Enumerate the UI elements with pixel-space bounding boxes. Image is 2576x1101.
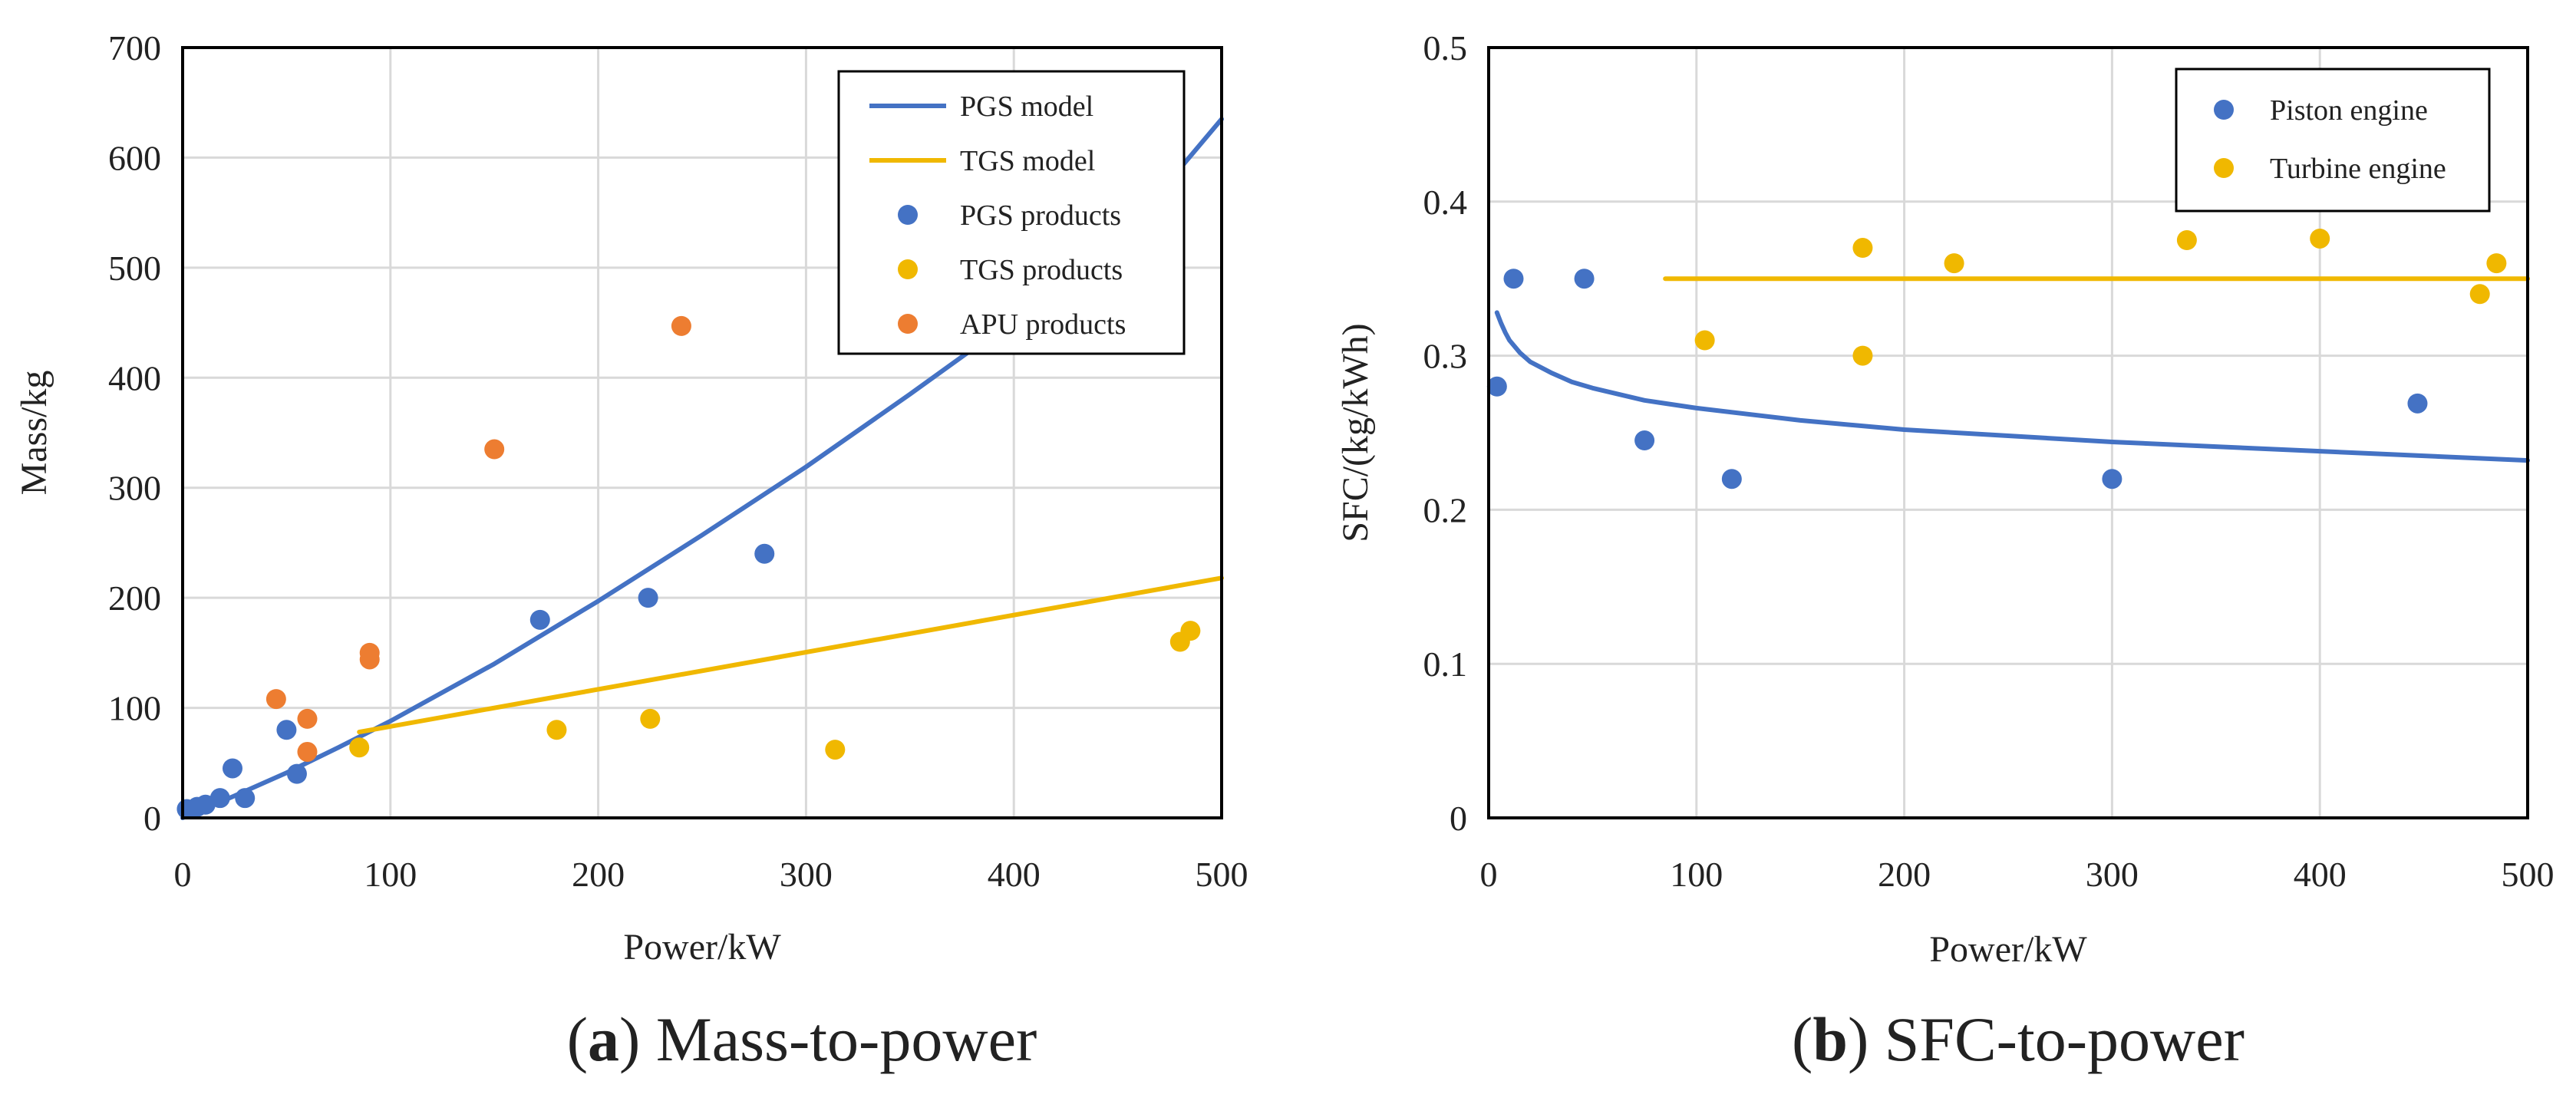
legend-swatch-pgs-products — [898, 205, 918, 225]
plot-frame — [181, 46, 1223, 819]
x-tick-label: 300 — [2086, 855, 2139, 894]
data-point-turbine-engine — [1852, 345, 1873, 366]
y-tick-label: 200 — [108, 579, 161, 618]
legend-swatch-apu-products — [898, 314, 918, 334]
legend: PGS model TGS model PGS products TGS produc… — [837, 70, 1186, 355]
x-axis-title: Power/kW — [623, 927, 781, 967]
x-tick-label: 0 — [174, 855, 192, 894]
x-tick-label: 100 — [1670, 855, 1723, 894]
data-point-pgs-products — [209, 788, 230, 809]
plot-frame — [1487, 46, 2529, 819]
data-point-pgs-products — [286, 763, 307, 784]
caption-a-text: Mass-to-power — [640, 1004, 1037, 1074]
x-tick-label: 500 — [1196, 855, 1248, 894]
legend-label-turbine-engine: Turbine engine — [2270, 153, 2446, 185]
legend-label-piston-engine: Piston engine — [2270, 94, 2428, 127]
legend-label-tgs-model: TGS model — [960, 145, 1095, 177]
legend-swatch-tgs-products — [898, 259, 918, 279]
x-tick-label: 400 — [2294, 855, 2347, 894]
data-point-apu-products — [266, 689, 286, 710]
series-line-piston-engine-curve — [1494, 310, 2530, 463]
data-point-tgs-products — [349, 737, 370, 758]
legend-label-apu-products: APU products — [960, 308, 1126, 341]
caption-a: (a) Mass-to-power — [567, 1004, 1037, 1074]
data-point-piston-engine — [2102, 469, 2122, 490]
data-point-turbine-engine — [2310, 228, 2330, 249]
y-tick-label: 0.1 — [1423, 644, 1468, 684]
data-point-turbine-engine — [1694, 330, 1715, 351]
data-point-piston-engine — [1634, 430, 1655, 451]
data-point-tgs-products — [546, 720, 567, 740]
chart-a-mass-to-power: 0 100 200 300 400 500 0 100 200 300 400 500 600 700 Po… — [14, 28, 1248, 967]
data-point-tgs-products — [1180, 621, 1201, 641]
x-tick-label: 400 — [988, 855, 1041, 894]
caption-a-open: ( — [567, 1004, 588, 1074]
legend: Piston engine Turbine engine — [2175, 68, 2491, 213]
data-point-turbine-engine — [2486, 253, 2507, 274]
legend-label-tgs-products: TGS products — [960, 254, 1123, 286]
y-tick-label: 0 — [143, 799, 161, 838]
caption-a-close: ) — [619, 1004, 640, 1074]
caption-a-letter: a — [588, 1004, 619, 1074]
x-tick-label: 300 — [780, 855, 833, 894]
y-tick-label: 600 — [108, 138, 161, 177]
data-point-tgs-products — [640, 708, 661, 729]
x-tick-label: 500 — [2502, 855, 2555, 894]
x-tick-label: 200 — [1878, 855, 1931, 894]
data-point-turbine-engine — [2469, 284, 2490, 305]
chart-b-sfc-to-power: 0 100 200 300 400 500 0 0.1 0.2 0.3 0.4 0.5 Power/kW… — [1335, 28, 2555, 970]
data-point-apu-products — [297, 741, 318, 762]
data-point-pgs-products — [754, 543, 775, 564]
data-point-piston-engine — [1721, 469, 1742, 490]
y-tick-label: 100 — [108, 689, 161, 728]
data-point-apu-products — [359, 649, 380, 670]
legend-swatch-turbine-engine — [2214, 158, 2234, 178]
x-axis-title: Power/kW — [1929, 929, 2087, 970]
data-point-piston-engine — [1503, 269, 1524, 289]
data-point-pgs-products — [222, 758, 242, 779]
series-line-tgs-model — [357, 575, 1224, 735]
legend-label-pgs-products: PGS products — [960, 199, 1121, 232]
data-point-apu-products — [484, 439, 505, 460]
y-tick-label: 0.2 — [1423, 490, 1468, 529]
caption-b-open: ( — [1792, 1004, 1812, 1074]
y-tick-label: 0 — [1450, 799, 1467, 838]
data-point-apu-products — [671, 315, 691, 336]
caption-b-letter: b — [1812, 1004, 1848, 1074]
legend-box — [2175, 68, 2491, 213]
data-point-apu-products — [297, 708, 318, 729]
y-tick-label: 500 — [108, 249, 161, 288]
y-tick-label: 0.5 — [1423, 28, 1468, 68]
y-tick-label: 300 — [108, 469, 161, 508]
data-point-turbine-engine — [1944, 253, 1964, 274]
y-tick-label: 0.4 — [1423, 183, 1468, 222]
data-point-piston-engine — [1486, 376, 1507, 397]
caption-b-close: ) — [1848, 1004, 1869, 1074]
y-axis-title: Mass/kg — [14, 371, 54, 496]
data-point-pgs-products — [276, 720, 297, 740]
data-point-tgs-products — [825, 740, 846, 760]
y-axis-title: SFC/(kg/kWh) — [1335, 323, 1376, 542]
data-point-pgs-products — [529, 609, 550, 630]
data-point-piston-engine — [2407, 393, 2428, 414]
caption-b-text: SFC-to-power — [1869, 1004, 2245, 1074]
caption-b: (b) SFC-to-power — [1792, 1004, 2245, 1074]
x-tick-label: 200 — [572, 855, 625, 894]
data-point-piston-engine — [1574, 269, 1595, 289]
data-point-turbine-engine — [2176, 230, 2197, 250]
legend-box — [837, 70, 1186, 355]
data-point-pgs-products — [235, 788, 256, 809]
data-point-pgs-products — [638, 588, 658, 608]
x-tick-label: 0 — [1480, 855, 1498, 894]
y-tick-label: 700 — [108, 28, 161, 68]
y-tick-label: 0.3 — [1423, 337, 1468, 376]
legend-label-pgs-model: PGS model — [960, 91, 1093, 123]
legend-swatch-piston-engine — [2214, 100, 2234, 120]
x-tick-label: 100 — [364, 855, 417, 894]
data-point-turbine-engine — [1852, 238, 1873, 259]
y-tick-label: 400 — [108, 358, 161, 397]
